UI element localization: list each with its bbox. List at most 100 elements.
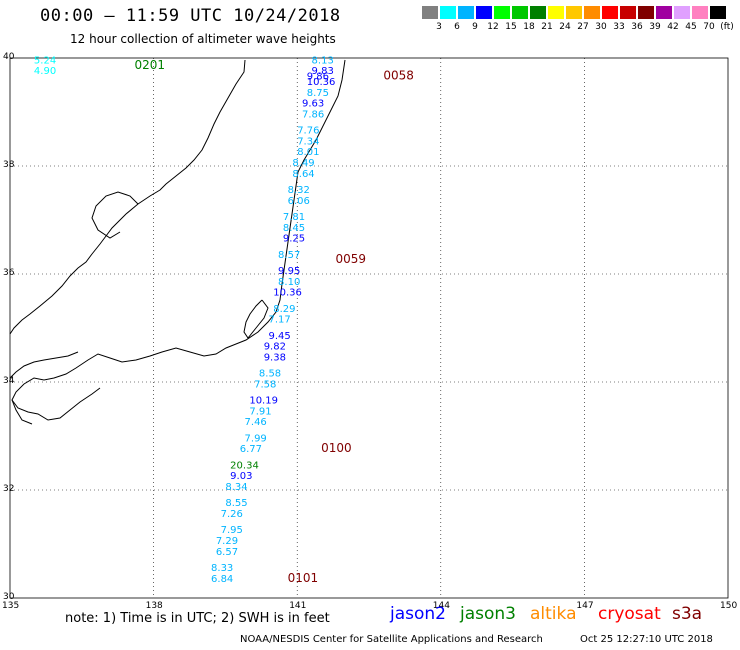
time-label: 0059 <box>335 252 366 266</box>
swh-label: 7.91 <box>249 406 271 417</box>
swh-label: 8.49 <box>292 158 314 169</box>
swh-label: 8.75 <box>307 88 329 99</box>
swh-label: 7.17 <box>268 315 290 326</box>
timestamp-text: Oct 25 12:27:10 UTC 2018 <box>580 634 713 645</box>
scale-label: 9 <box>472 22 478 32</box>
swh-label: 7.76 <box>297 126 319 137</box>
lat-tick-label: 38 <box>3 160 15 170</box>
swh-label: 7.46 <box>245 417 267 428</box>
swh-label: 7.99 <box>245 433 267 444</box>
credit-text: NOAA/NESDIS Center for Satellite Applica… <box>240 634 543 645</box>
swh-label: 7.86 <box>302 109 324 120</box>
scale-label: 36 <box>631 22 643 32</box>
swh-label: 8.13 <box>312 55 334 66</box>
swh-label: 9.25 <box>283 234 305 245</box>
lon-tick-label: 135 <box>2 601 20 611</box>
swh-label: 8.10 <box>278 277 300 288</box>
scale-swatch <box>584 6 601 19</box>
scale-swatch <box>476 6 493 19</box>
swh-label: 6.06 <box>288 196 310 207</box>
time-label: 0100 <box>321 441 352 455</box>
scale-swatch <box>440 6 457 19</box>
scale-label: 70 <box>703 22 715 32</box>
footnote: note: 1) Time is in UTC; 2) SWH is in fe… <box>65 611 330 626</box>
scale-swatch <box>458 6 475 19</box>
time-label: 0058 <box>383 69 414 83</box>
scale-label: (ft) <box>720 22 734 32</box>
lon-tick-label: 147 <box>576 601 594 611</box>
scale-label: 30 <box>595 22 607 32</box>
scale-swatch <box>422 6 439 19</box>
swh-label: 8.32 <box>288 185 310 196</box>
lon-tick-label: 150 <box>720 601 738 611</box>
swh-label: 9.38 <box>264 352 286 363</box>
satellite-jason3: jason3 <box>460 604 516 624</box>
lon-tick-label: 138 <box>145 601 163 611</box>
swh-label: 9.83 <box>312 66 334 77</box>
swh-label: 7.95 <box>221 525 243 536</box>
scale-swatch <box>638 6 655 19</box>
swh-label: 9.63 <box>302 99 324 110</box>
lon-tick-label: 144 <box>432 601 450 611</box>
scale-swatch <box>620 6 637 19</box>
swh-label: 10.36 <box>307 77 336 88</box>
scale-swatch <box>656 6 673 19</box>
swh-label: 7.58 <box>254 379 276 390</box>
swh-label: 4.90 <box>34 66 56 77</box>
swh-labels: 5.244.908.139.839.8610.368.759.637.867.7… <box>34 55 414 584</box>
map-grid <box>10 58 728 598</box>
swh-label: 20.34 <box>230 460 259 471</box>
scale-label: 18 <box>523 22 535 32</box>
scale-label: 12 <box>487 22 499 32</box>
swh-label: 9.82 <box>264 342 286 353</box>
swh-label: 7.81 <box>283 212 305 223</box>
scale-swatch <box>674 6 691 19</box>
time-label: 0101 <box>288 571 319 585</box>
page-subtitle: 12 hour collection of altimeter wave hei… <box>70 32 336 46</box>
scale-swatch <box>566 6 583 19</box>
swh-label: 9.03 <box>230 471 252 482</box>
swh-label: 8.29 <box>273 304 295 315</box>
swh-label: 8.55 <box>225 498 247 509</box>
scale-swatch <box>530 6 547 19</box>
scale-swatch <box>602 6 619 19</box>
scale-swatch <box>494 6 511 19</box>
swh-label: 8.64 <box>292 169 314 180</box>
lat-tick-label: 32 <box>3 484 15 494</box>
map-frame <box>9 57 729 599</box>
swh-label: 10.36 <box>273 288 302 299</box>
scale-swatch <box>692 6 709 19</box>
swh-label: 8.01 <box>297 147 319 158</box>
satellite-cryosat: cryosat <box>598 604 661 624</box>
swh-label: 9.95 <box>278 266 300 277</box>
swh-label: 7.29 <box>216 536 238 547</box>
swh-label: 6.57 <box>216 547 238 558</box>
scale-label: 33 <box>613 22 625 32</box>
swh-label: 7.26 <box>221 509 243 520</box>
satellite-jason2: jason2 <box>390 604 446 624</box>
scale-label: 39 <box>649 22 661 32</box>
scale-swatch <box>548 6 565 19</box>
swh-label: 5.24 <box>34 55 56 66</box>
scale-label: 24 <box>559 22 571 32</box>
scale-label: 15 <box>505 22 517 32</box>
scale-swatch <box>710 6 727 19</box>
scale-label: 3 <box>436 22 442 32</box>
swh-label: 8.34 <box>225 482 247 493</box>
scale-label: 42 <box>667 22 679 32</box>
satellite-altika: altika <box>530 604 577 624</box>
swh-label: 8.33 <box>211 563 233 574</box>
scale-label: 6 <box>454 22 460 32</box>
swh-label: 10.19 <box>249 396 278 407</box>
swh-label: 8.58 <box>259 369 281 380</box>
page-title: 00:00 – 11:59 UTC 10/24/2018 <box>40 6 341 26</box>
swh-label: 6.84 <box>211 574 233 585</box>
lon-tick-label: 141 <box>289 601 307 611</box>
time-label: 0201 <box>134 58 165 72</box>
scale-label: 45 <box>685 22 697 32</box>
scale-label: 27 <box>577 22 589 32</box>
swh-label: 7.34 <box>297 136 319 147</box>
lat-tick-label: 40 <box>3 52 15 62</box>
swh-label: 6.77 <box>240 444 262 455</box>
